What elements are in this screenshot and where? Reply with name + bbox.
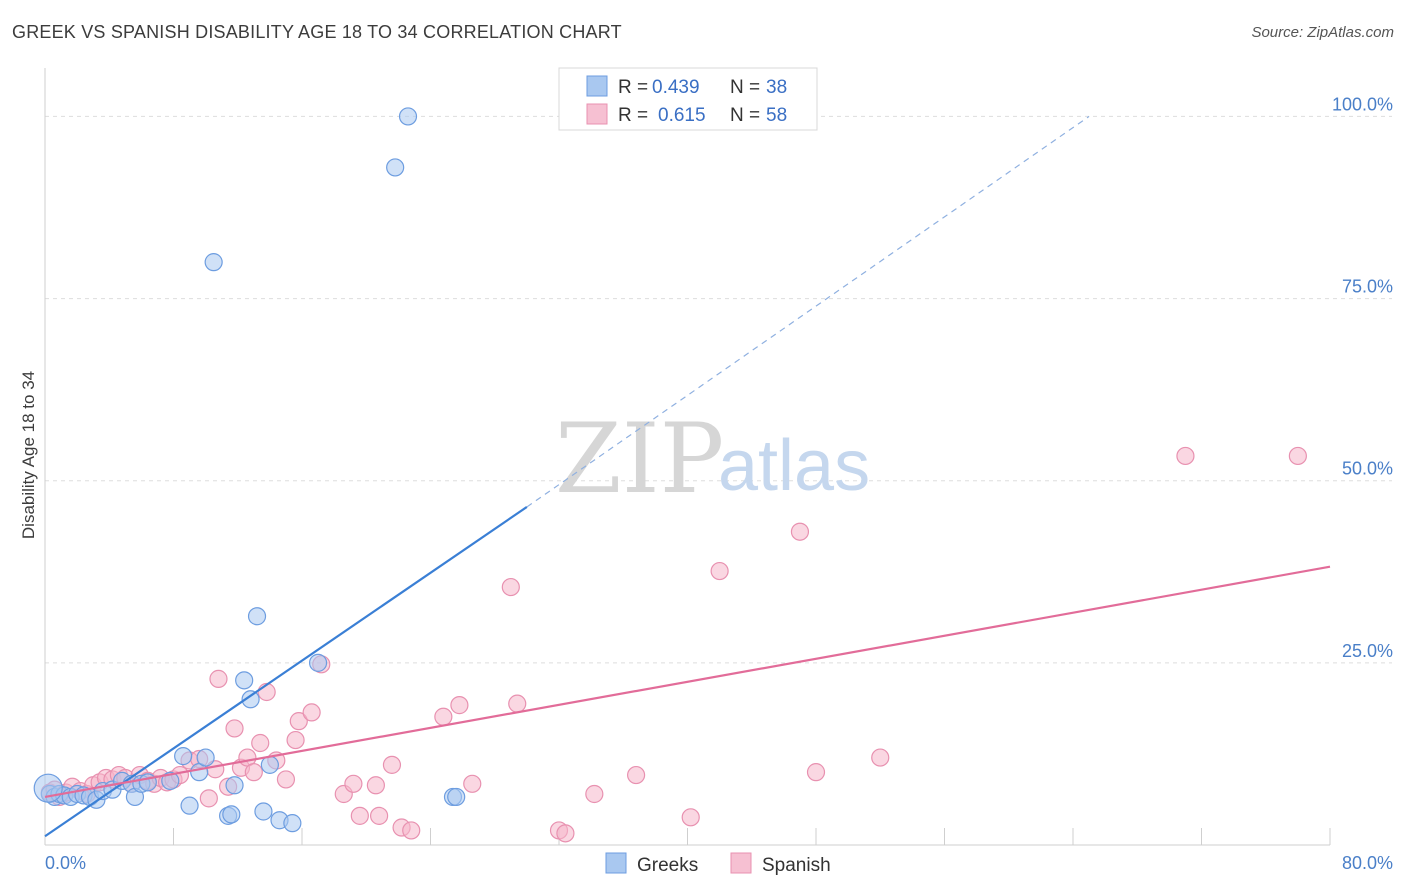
spanish-point — [434, 707, 453, 726]
greeks-point — [398, 107, 418, 126]
greeks-point — [235, 671, 254, 690]
legend-spanish-n-label: N = — [730, 105, 760, 126]
spanish-point — [302, 703, 321, 722]
bottom-legend-greeks-label: Greeks — [637, 855, 698, 876]
spanish-point — [806, 763, 826, 782]
y-tick-label: 25.0% — [1342, 641, 1393, 661]
greeks-point — [247, 607, 267, 626]
greeks-point — [283, 814, 302, 833]
spanish-point — [344, 774, 363, 793]
greeks-point — [33, 773, 63, 803]
spanish-point — [350, 806, 369, 825]
y-tick-label: 75.0% — [1342, 277, 1393, 297]
spanish-point — [286, 730, 305, 750]
watermark-zip: ZIP — [555, 403, 724, 515]
gridlines — [45, 115, 1392, 664]
greeks-point — [174, 747, 193, 766]
legend-greeks-n-label: N = — [730, 77, 760, 98]
spanish-point — [626, 765, 646, 785]
greeks-points — [33, 107, 466, 833]
spanish-point — [289, 712, 308, 731]
greeks-point — [222, 805, 241, 824]
greeks-point — [308, 653, 328, 672]
greeks-point — [260, 755, 279, 774]
y-axis-label: Disability Age 18 to 34 — [19, 371, 38, 539]
spanish-point — [585, 784, 604, 804]
greeks-point — [196, 748, 215, 767]
series-legend: Greeks Spanish — [605, 852, 831, 876]
spanish-point — [209, 669, 228, 688]
spanish-point — [450, 696, 469, 715]
spanish-point — [366, 776, 385, 795]
spanish-point — [251, 733, 270, 753]
greeks-point — [241, 690, 260, 709]
x-tick-label-max: 80.0% — [1342, 853, 1393, 873]
spanish-point — [225, 719, 244, 738]
spanish-point — [1176, 446, 1195, 466]
greeks-point — [386, 158, 405, 177]
spanish-point — [382, 755, 402, 774]
y-tick-labels: 25.0% 50.0% 75.0% 100.0% — [1332, 94, 1393, 660]
legend-greeks-n-value: 38 — [766, 77, 787, 98]
bottom-legend-spanish-swatch — [730, 852, 752, 874]
legend-spanish-r-value: 0.615 — [658, 105, 706, 126]
spanish-point — [508, 694, 527, 713]
greeks-trendline-extension — [526, 115, 1090, 508]
spanish-point — [710, 561, 729, 581]
legend-greeks-swatch — [586, 75, 608, 97]
spanish-point — [463, 774, 482, 793]
spanish-trendline — [44, 565, 1331, 798]
chart-title: GREEK VS SPANISH DISABILITY AGE 18 TO 34… — [12, 22, 622, 42]
legend-greeks-r-label: R = — [618, 77, 648, 98]
trendlines — [44, 115, 1331, 838]
legend-spanish-swatch — [586, 103, 608, 125]
spanish-point — [681, 808, 700, 827]
spanish-point — [244, 763, 263, 782]
bottom-legend-greeks-swatch — [605, 852, 627, 874]
spanish-point — [790, 522, 810, 541]
legend-spanish-n-value: 58 — [766, 105, 787, 126]
spanish-point — [370, 806, 389, 825]
x-ticks — [173, 828, 1331, 845]
y-tick-label: 100.0% — [1332, 94, 1393, 114]
spanish-point — [1288, 446, 1307, 466]
y-tick-label: 50.0% — [1342, 459, 1393, 479]
greeks-trendline — [44, 506, 528, 838]
x-tick-label-min: 0.0% — [45, 853, 86, 873]
spanish-point — [501, 577, 520, 597]
spanish-point — [402, 821, 421, 840]
source-label: Source: ZipAtlas.com — [1251, 24, 1394, 41]
spanish-point — [556, 824, 575, 843]
legend-spanish-r-label: R = — [618, 105, 648, 126]
spanish-point — [199, 789, 218, 808]
legend-greeks-r-value: 0.439 — [652, 77, 700, 98]
greeks-point — [225, 776, 244, 795]
greeks-point — [161, 771, 180, 790]
spanish-point — [276, 770, 296, 789]
greeks-point — [180, 796, 199, 815]
greeks-point — [254, 802, 273, 821]
watermark: ZIP atlas — [555, 403, 870, 515]
watermark-atlas: atlas — [718, 426, 870, 506]
greeks-point — [447, 787, 466, 807]
bottom-legend-spanish-label: Spanish — [762, 855, 831, 876]
correlation-legend: R = 0.439 N = 38 R = 0.615 N = 58 — [558, 67, 818, 131]
spanish-point — [871, 748, 890, 767]
greeks-point — [204, 253, 223, 272]
